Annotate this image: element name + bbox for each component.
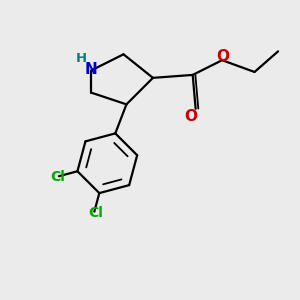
Text: Cl: Cl xyxy=(50,170,65,184)
Text: H: H xyxy=(76,52,87,64)
Text: O: O xyxy=(216,49,229,64)
Text: O: O xyxy=(184,109,197,124)
Text: Cl: Cl xyxy=(88,206,103,220)
Text: N: N xyxy=(85,61,98,76)
